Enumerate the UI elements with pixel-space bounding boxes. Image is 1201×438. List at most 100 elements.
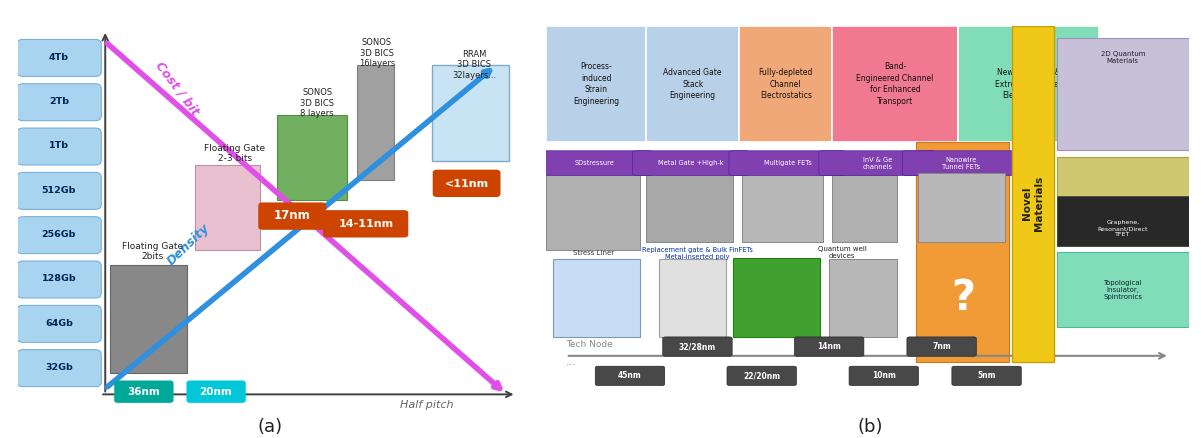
- Bar: [1012, 26, 1054, 362]
- Bar: [546, 26, 646, 142]
- Bar: [832, 175, 897, 242]
- FancyBboxPatch shape: [432, 170, 501, 197]
- Text: (a): (a): [258, 418, 282, 436]
- Bar: [733, 258, 819, 336]
- FancyBboxPatch shape: [17, 350, 101, 387]
- FancyBboxPatch shape: [17, 261, 101, 298]
- Text: Graphene,
Resonant/Direct
TFET: Graphene, Resonant/Direct TFET: [1098, 220, 1148, 237]
- Text: ...: ...: [566, 357, 576, 367]
- Text: 64Gb: 64Gb: [44, 318, 73, 328]
- Text: 10nm: 10nm: [872, 371, 896, 380]
- Bar: [646, 173, 733, 242]
- Bar: [740, 26, 832, 142]
- Text: Nanowire
Tunnel FETs: Nanowire Tunnel FETs: [942, 157, 980, 170]
- Text: RRAM
3D BICS
32layers...: RRAM 3D BICS 32layers...: [452, 50, 496, 80]
- Text: Multigate FETs: Multigate FETs: [764, 160, 812, 166]
- FancyBboxPatch shape: [819, 151, 936, 176]
- Text: SONOS
3D BICS
8 layers: SONOS 3D BICS 8 layers: [300, 88, 334, 118]
- Bar: [659, 259, 727, 336]
- Text: SONOS
3D BICS
16layers: SONOS 3D BICS 16layers: [359, 39, 395, 68]
- FancyBboxPatch shape: [17, 128, 101, 165]
- Text: Novel
Materials: Novel Materials: [1022, 176, 1044, 231]
- FancyBboxPatch shape: [795, 337, 864, 356]
- Text: Process-
induced
Strain
Engineering: Process- induced Strain Engineering: [573, 63, 620, 106]
- Text: Quantum well
devices: Quantum well devices: [818, 246, 866, 259]
- Text: Topological
Insulator,
Spintronics: Topological Insulator, Spintronics: [1104, 280, 1142, 300]
- FancyBboxPatch shape: [729, 151, 846, 176]
- FancyBboxPatch shape: [114, 381, 173, 403]
- Bar: [1057, 252, 1189, 327]
- Text: ?: ?: [951, 277, 975, 319]
- Bar: [552, 259, 640, 336]
- Text: SDstressure: SDstressure: [575, 160, 615, 166]
- FancyBboxPatch shape: [323, 210, 408, 237]
- Text: Half pitch: Half pitch: [400, 400, 454, 410]
- Text: 2D Quantum
Materials: 2D Quantum Materials: [1100, 51, 1145, 64]
- Bar: [546, 169, 640, 250]
- Text: 22/20nm: 22/20nm: [743, 371, 781, 380]
- Bar: [1057, 38, 1189, 150]
- Text: 7nm: 7nm: [932, 342, 951, 351]
- Text: Floating Gate
2bits: Floating Gate 2bits: [123, 242, 183, 261]
- Text: 512Gb: 512Gb: [42, 186, 76, 194]
- FancyBboxPatch shape: [727, 366, 796, 385]
- Text: 14nm: 14nm: [817, 342, 841, 351]
- Text: 20nm: 20nm: [199, 387, 232, 397]
- FancyBboxPatch shape: [663, 337, 733, 356]
- Text: 32/28nm: 32/28nm: [679, 342, 716, 351]
- Text: Cost / bit: Cost / bit: [153, 59, 202, 118]
- FancyBboxPatch shape: [633, 151, 749, 176]
- Text: 17nm: 17nm: [274, 209, 311, 223]
- Text: 14-11nm: 14-11nm: [339, 219, 394, 229]
- Text: 45nm: 45nm: [619, 371, 641, 380]
- Bar: [918, 173, 1004, 242]
- Text: 5nm: 5nm: [978, 371, 996, 380]
- FancyBboxPatch shape: [536, 151, 653, 176]
- FancyBboxPatch shape: [952, 366, 1021, 385]
- Text: <11nm: <11nm: [444, 179, 489, 188]
- Bar: [110, 265, 187, 373]
- FancyBboxPatch shape: [17, 173, 101, 209]
- Text: Floating Gate
2-3 bits: Floating Gate 2-3 bits: [204, 144, 265, 163]
- Text: Stress Liner: Stress Liner: [573, 250, 615, 256]
- Text: New Transport &
Extreme Channel
Electrostatics: New Transport & Extreme Channel Electros…: [996, 68, 1062, 100]
- FancyBboxPatch shape: [258, 202, 325, 230]
- Bar: [916, 142, 1009, 362]
- FancyBboxPatch shape: [902, 151, 1020, 176]
- Text: InV & Ge
channels: InV & Ge channels: [862, 157, 892, 170]
- Text: Fully-depleted
Channel
Electrostatics: Fully-depleted Channel Electrostatics: [759, 68, 813, 100]
- FancyBboxPatch shape: [17, 84, 101, 121]
- Text: 36nm: 36nm: [127, 387, 160, 397]
- Text: 128Gb: 128Gb: [42, 274, 76, 283]
- Text: 2Tb: 2Tb: [49, 97, 68, 106]
- Text: 1Tb: 1Tb: [49, 141, 68, 150]
- Text: Tech Node: Tech Node: [566, 340, 613, 349]
- Bar: [829, 259, 897, 336]
- Bar: [1057, 196, 1189, 246]
- Text: 4Tb: 4Tb: [49, 53, 68, 62]
- Bar: [195, 165, 259, 250]
- FancyBboxPatch shape: [849, 366, 919, 385]
- Bar: [357, 65, 394, 180]
- FancyBboxPatch shape: [17, 217, 101, 254]
- Bar: [742, 173, 823, 242]
- Bar: [832, 26, 957, 142]
- Text: 32Gb: 32Gb: [44, 363, 73, 372]
- Text: Band-
Engineered Channel
for Enhanced
Transport: Band- Engineered Channel for Enhanced Tr…: [856, 63, 933, 106]
- FancyBboxPatch shape: [596, 366, 664, 385]
- FancyBboxPatch shape: [907, 337, 976, 356]
- Text: Advanced Gate
Stack
Engineering: Advanced Gate Stack Engineering: [663, 68, 722, 100]
- Text: Metal Gate +High-k: Metal Gate +High-k: [658, 160, 724, 166]
- FancyBboxPatch shape: [17, 305, 101, 343]
- Bar: [646, 26, 740, 142]
- Text: Density: Density: [165, 222, 213, 268]
- Bar: [277, 115, 347, 200]
- Bar: [431, 65, 509, 161]
- Text: Replacement gate & Bulk FinFETs
Metal-inserted poly: Replacement gate & Bulk FinFETs Metal-in…: [643, 247, 753, 260]
- Bar: [1057, 157, 1189, 246]
- FancyBboxPatch shape: [17, 39, 101, 76]
- Text: (b): (b): [858, 418, 884, 436]
- FancyBboxPatch shape: [186, 381, 246, 403]
- Bar: [957, 26, 1099, 142]
- Text: 256Gb: 256Gb: [42, 230, 76, 239]
